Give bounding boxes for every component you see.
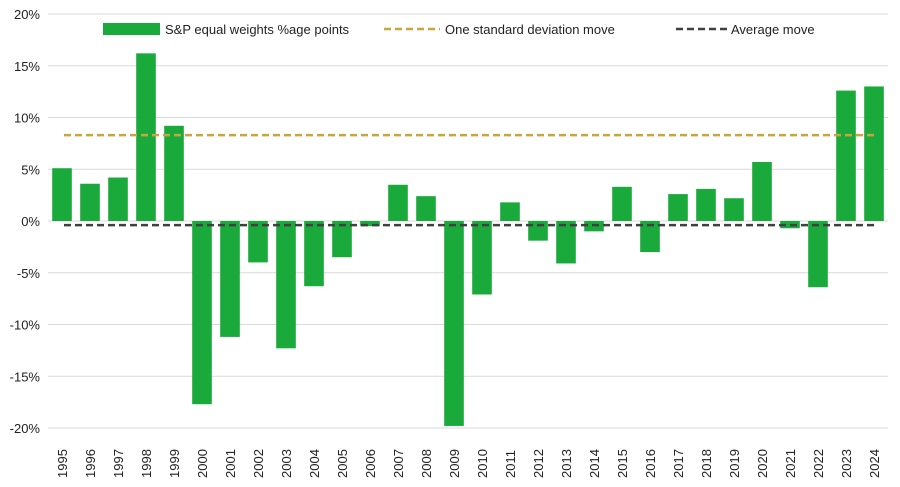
bar-2010: [472, 221, 492, 295]
x-tick-label: 1999: [167, 449, 182, 478]
y-tick-label: -5%: [17, 266, 41, 281]
x-tick-label: 2016: [643, 449, 658, 478]
legend: S&P equal weights %age points One standa…: [103, 22, 815, 37]
bar-1998: [136, 53, 156, 221]
y-axis-tick-labels: 20% 15% 10% 5% 0% -5% -10% -15% -20%: [10, 7, 41, 436]
x-tick-label: 2004: [307, 449, 322, 478]
y-tick-label: 10%: [14, 111, 40, 126]
y-tick-label: 15%: [14, 59, 40, 74]
bar-2007: [388, 184, 408, 221]
legend-label-bars: S&P equal weights %age points: [165, 22, 350, 37]
x-axis-tick-labels: 1995 1996 1997 1998 1999 2000 2001 2002 2003 2004…: [55, 449, 882, 478]
x-tick-label: 2008: [419, 449, 434, 478]
x-tick-label: 2022: [811, 449, 826, 478]
x-tick-label: 2003: [279, 449, 294, 478]
x-tick-label: 2011: [503, 450, 518, 478]
bar-2022: [808, 221, 828, 288]
x-tick-label: 2006: [363, 449, 378, 478]
reference-lines: [64, 133, 876, 227]
y-tick-label: 5%: [21, 162, 40, 177]
bar-2002: [248, 221, 268, 263]
bar-2008: [416, 196, 436, 221]
x-tick-label: 1995: [55, 449, 70, 478]
x-tick-label: 2014: [587, 449, 602, 478]
x-tick-label: 2017: [671, 449, 686, 478]
bar-2009: [444, 221, 464, 426]
x-tick-label: 2024: [867, 449, 882, 478]
x-tick-label: 2001: [223, 449, 238, 478]
x-tick-label: 2020: [755, 449, 770, 478]
y-tick-label: 20%: [14, 7, 40, 22]
bar-2019: [724, 198, 744, 221]
bar-2003: [276, 221, 296, 349]
bar-2020: [752, 162, 772, 221]
bar-2016: [640, 221, 660, 253]
x-tick-label: 2021: [783, 449, 798, 478]
bar-2005: [332, 221, 352, 258]
x-tick-label: 2002: [251, 449, 266, 478]
y-tick-label: 0%: [21, 214, 40, 229]
x-tick-label: 2015: [615, 449, 630, 478]
bar-1995: [52, 168, 72, 221]
bar-2004: [304, 221, 324, 287]
bar-2015: [612, 186, 632, 221]
y-tick-label: -10%: [10, 318, 41, 333]
legend-swatch-bars: [103, 23, 160, 35]
bar-1997: [108, 177, 128, 221]
x-tick-label: 1996: [83, 449, 98, 478]
x-tick-label: 1997: [111, 449, 126, 478]
bar-2011: [500, 202, 520, 221]
y-tick-label: -15%: [10, 369, 41, 384]
x-tick-label: 2005: [335, 449, 350, 478]
bars: [52, 53, 884, 426]
x-tick-label: 2012: [531, 449, 546, 478]
bar-2001: [220, 221, 240, 337]
legend-label-std-dev: One standard deviation move: [445, 22, 615, 37]
bar-2017: [668, 194, 688, 221]
bar-2000: [192, 221, 212, 405]
x-tick-label: 2018: [699, 449, 714, 478]
bar-2024: [864, 86, 884, 221]
x-tick-label: 2019: [727, 449, 742, 478]
bar-2018: [696, 188, 716, 221]
x-tick-label: 2010: [475, 449, 490, 478]
legend-label-average: Average move: [731, 22, 815, 37]
bar-2006: [360, 221, 380, 227]
bar-2013: [556, 221, 576, 264]
bar-2023: [836, 90, 856, 221]
bar-1996: [80, 183, 100, 221]
x-tick-label: 2009: [447, 449, 462, 478]
bar-1999: [164, 125, 184, 221]
y-tick-label: -20%: [10, 421, 41, 436]
x-tick-label: 2000: [195, 449, 210, 478]
x-tick-label: 2023: [839, 449, 854, 478]
x-tick-label: 1998: [139, 449, 154, 478]
x-tick-label: 2007: [391, 449, 406, 478]
x-tick-label: 2013: [559, 449, 574, 478]
gridlines: [48, 13, 888, 429]
